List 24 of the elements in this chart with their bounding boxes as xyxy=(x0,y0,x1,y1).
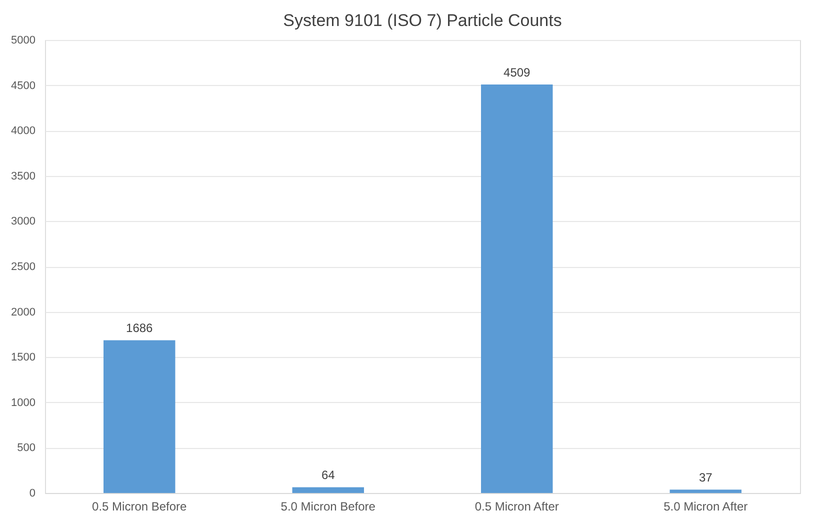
bar xyxy=(104,340,176,493)
y-tick-label: 2000 xyxy=(11,306,36,318)
data-label: 4509 xyxy=(504,65,531,80)
bar xyxy=(292,487,364,493)
x-tick-label: 5.0 Micron Before xyxy=(280,500,376,514)
chart-title: System 9101 (ISO 7) Particle Counts xyxy=(283,11,562,30)
bar xyxy=(670,490,742,493)
data-label: 64 xyxy=(321,468,336,482)
y-tick-label: 1000 xyxy=(11,396,36,409)
bar xyxy=(481,84,553,493)
x-tick-label: 0.5 Micron After xyxy=(474,500,559,514)
y-tick-label: 0 xyxy=(29,488,36,500)
y-tick-label: 3500 xyxy=(11,170,36,182)
y-tick-label: 4500 xyxy=(11,80,36,92)
x-tick-label: 0.5 Micron Before xyxy=(92,500,188,514)
y-tick-label: 5000 xyxy=(11,34,36,46)
y-tick-label: 3000 xyxy=(11,216,36,228)
data-label: 37 xyxy=(698,470,713,485)
data-label: 1686 xyxy=(126,321,154,336)
y-tick-label: 500 xyxy=(17,442,36,454)
y-tick-label: 1500 xyxy=(11,352,36,364)
y-tick-label: 2500 xyxy=(11,261,36,273)
y-tick-label: 4000 xyxy=(11,125,36,138)
x-tick-label: 5.0 Micron After xyxy=(664,500,748,514)
